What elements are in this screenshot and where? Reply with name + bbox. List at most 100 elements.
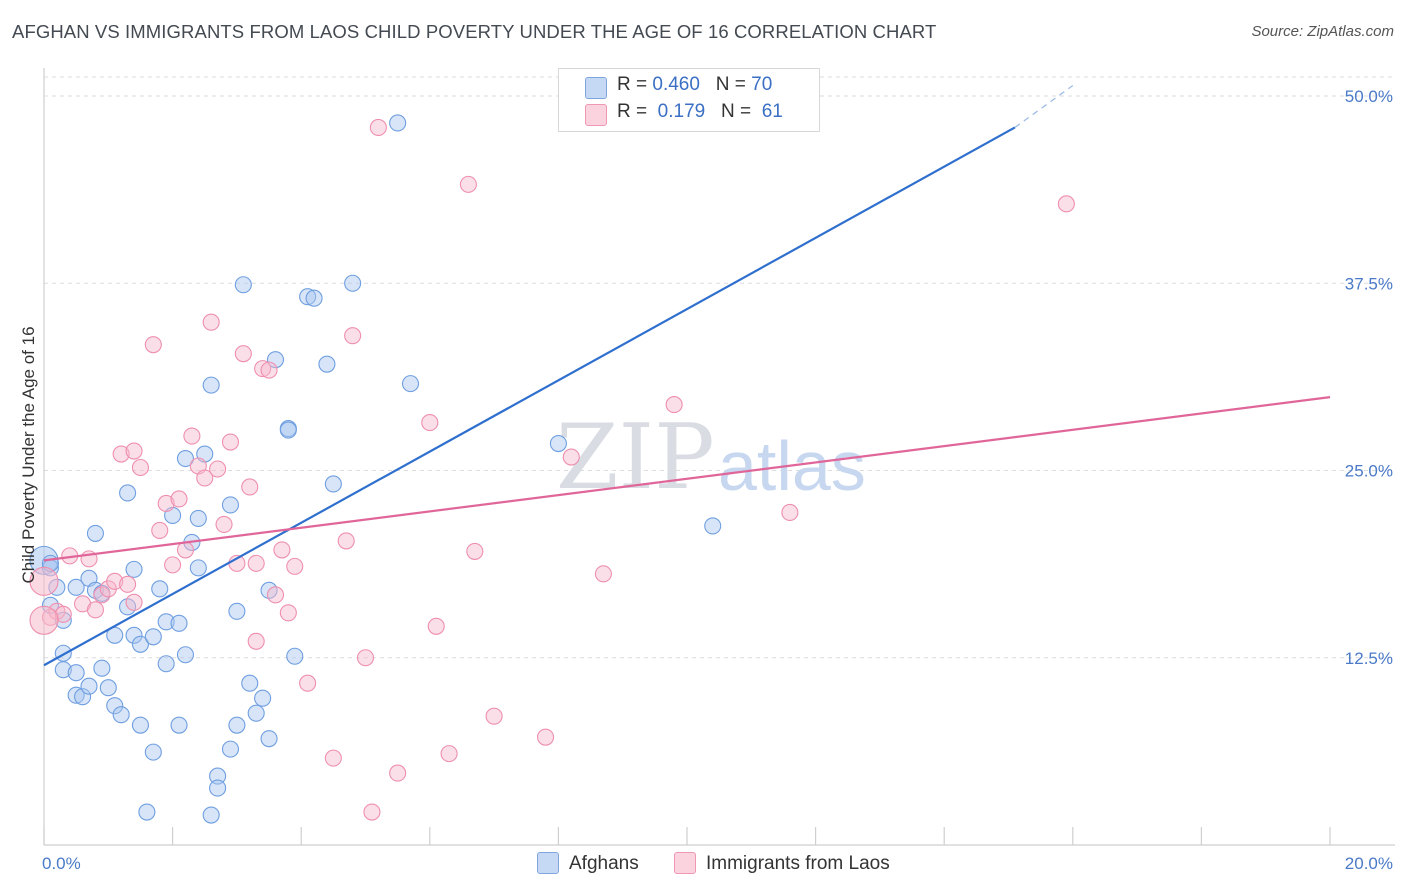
- point-laos: [29, 605, 59, 635]
- point-laos: [157, 494, 175, 513]
- point-afghans: [170, 716, 188, 734]
- point-laos: [170, 490, 188, 508]
- point-laos: [209, 460, 227, 478]
- point-afghans: [67, 664, 85, 682]
- point-afghans: [234, 276, 252, 294]
- point-afghans: [74, 688, 92, 706]
- trend-line-afghans: [43, 126, 1016, 667]
- point-afghans: [228, 602, 246, 620]
- point-afghans: [389, 114, 407, 132]
- point-laos: [485, 707, 503, 725]
- point-afghans: [299, 288, 317, 306]
- legend-r-label: R =: [617, 74, 653, 95]
- point-laos: [459, 175, 477, 193]
- point-laos: [466, 542, 484, 560]
- point-laos: [221, 433, 240, 451]
- point-afghans: [279, 421, 297, 439]
- point-laos: [254, 360, 272, 378]
- point-laos: [562, 448, 580, 466]
- point-laos: [234, 345, 252, 363]
- point-laos: [164, 556, 182, 574]
- point-afghans: [157, 613, 175, 631]
- point-laos: [131, 458, 149, 477]
- legend-r-value-laos: 0.179: [652, 101, 706, 122]
- point-afghans: [254, 689, 272, 707]
- point-afghans: [189, 559, 207, 577]
- point-laos: [144, 336, 162, 354]
- grid-lines: [44, 76, 1395, 659]
- point-laos: [1057, 195, 1075, 213]
- y-axis-label: Child Poverty Under the Age of 16: [19, 326, 38, 583]
- point-afghans: [202, 806, 220, 824]
- chart-title: AFGHAN VS IMMIGRANTS FROM LAOS CHILD POV…: [12, 21, 937, 42]
- point-laos: [215, 515, 233, 533]
- trend-lines: [43, 84, 1331, 667]
- point-laos: [196, 469, 214, 487]
- point-afghans: [170, 614, 188, 632]
- legend-n-value-laos: 61: [756, 101, 783, 122]
- point-laos: [781, 503, 799, 521]
- point-afghans: [112, 706, 130, 724]
- point-afghans: [93, 659, 111, 677]
- data-points: [29, 114, 1075, 824]
- point-afghans: [189, 509, 207, 527]
- point-afghans: [144, 743, 162, 761]
- legend-r-label: R =: [617, 101, 653, 122]
- point-afghans: [119, 484, 137, 502]
- point-afghans: [241, 674, 259, 692]
- point-afghans: [67, 578, 85, 596]
- legend-n-value-afghans: 70: [751, 74, 773, 95]
- y-tick-label: 12.5%: [1345, 649, 1393, 668]
- point-laos: [594, 565, 612, 583]
- trend-line-afghans-extension: [1014, 84, 1074, 128]
- point-afghans: [176, 646, 195, 664]
- point-afghans: [202, 376, 220, 394]
- point-laos: [363, 803, 381, 821]
- point-afghans: [131, 635, 149, 653]
- point-afghans: [125, 560, 143, 578]
- point-laos: [356, 649, 375, 667]
- point-laos: [93, 586, 111, 604]
- point-afghans: [221, 740, 240, 758]
- point-afghans: [286, 647, 304, 665]
- point-laos: [369, 118, 387, 137]
- point-laos: [266, 586, 285, 604]
- point-afghans: [209, 767, 227, 785]
- point-laos: [241, 478, 259, 496]
- point-afghans: [305, 289, 323, 307]
- point-afghans: [221, 496, 240, 514]
- point-afghans: [401, 375, 420, 393]
- legend-n-label: N =: [721, 101, 757, 122]
- x-tick-label-max: 20.0%: [1345, 854, 1393, 873]
- point-afghans: [228, 716, 246, 734]
- point-afghans: [144, 628, 162, 646]
- point-laos: [536, 728, 555, 746]
- point-laos: [440, 745, 458, 763]
- point-afghans: [157, 655, 175, 673]
- point-laos: [427, 617, 445, 635]
- legend-r-value-afghans: 0.460: [652, 74, 700, 95]
- legend-swatch-laos: [585, 104, 607, 126]
- point-afghans: [125, 626, 143, 644]
- point-afghans: [260, 730, 278, 748]
- axes: [43, 68, 1395, 846]
- point-afghans: [106, 697, 124, 715]
- bottom-label-laos: Immigrants from Laos: [706, 853, 890, 874]
- point-afghans: [138, 803, 156, 821]
- point-afghans: [86, 524, 104, 542]
- y-tick-label: 37.5%: [1345, 274, 1393, 293]
- point-afghans: [266, 351, 285, 369]
- legend-swatch-afghans: [585, 77, 607, 99]
- trend-line-laos: [43, 396, 1331, 562]
- point-laos: [125, 442, 143, 460]
- bottom-label-afghans: Afghans: [569, 853, 639, 874]
- point-afghans: [247, 704, 265, 722]
- point-afghans: [704, 517, 722, 535]
- point-laos: [286, 557, 304, 575]
- point-laos: [247, 554, 265, 572]
- point-laos: [106, 572, 124, 590]
- point-laos: [324, 749, 342, 767]
- point-laos: [86, 601, 104, 619]
- point-afghans: [549, 434, 567, 453]
